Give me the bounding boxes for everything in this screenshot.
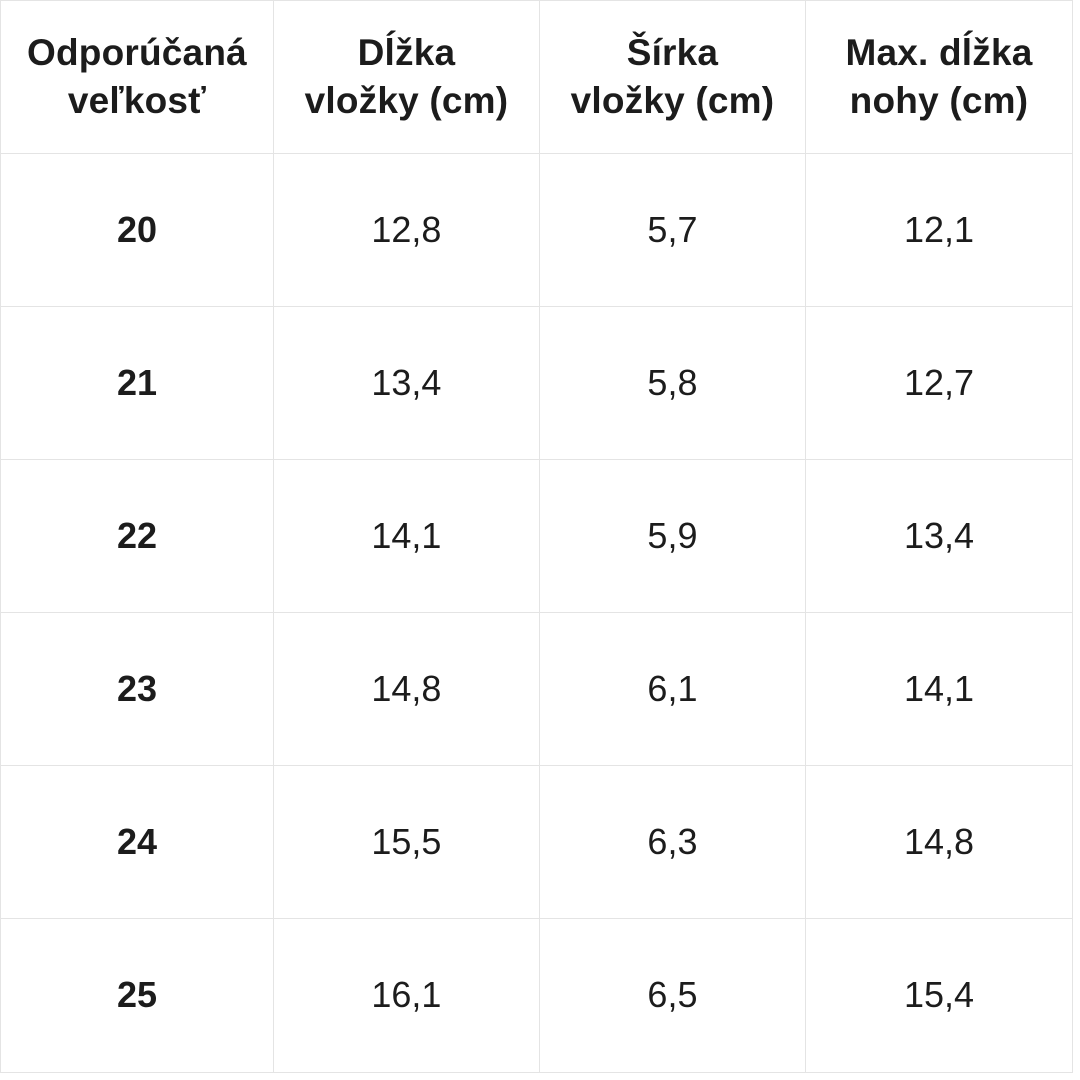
size-cell: 20 (1, 154, 274, 307)
size-cell: 24 (1, 766, 274, 919)
insole-length-cell: 12,8 (273, 154, 540, 307)
insole-length-cell: 16,1 (273, 919, 540, 1072)
header-insole-length: Dĺžka vložky (cm) (273, 1, 540, 154)
insole-length-cell: 15,5 (273, 766, 540, 919)
insole-width-cell: 5,7 (539, 154, 806, 307)
header-insole-width: Šírka vložky (cm) (539, 1, 806, 154)
size-cell: 21 (1, 307, 274, 460)
size-cell: 23 (1, 613, 274, 766)
insole-length-cell: 13,4 (273, 307, 540, 460)
insole-width-cell: 5,8 (539, 307, 806, 460)
max-foot-length-cell: 12,1 (805, 154, 1072, 307)
max-foot-length-cell: 15,4 (805, 919, 1072, 1072)
header-recommended-size: Odporúčaná veľkosť (1, 1, 274, 154)
max-foot-length-cell: 14,8 (805, 766, 1072, 919)
max-foot-length-cell: 13,4 (805, 460, 1072, 613)
size-cell: 22 (1, 460, 274, 613)
size-cell: 25 (1, 919, 274, 1072)
insole-width-cell: 5,9 (539, 460, 806, 613)
insole-length-cell: 14,8 (273, 613, 540, 766)
insole-width-cell: 6,1 (539, 613, 806, 766)
max-foot-length-cell: 14,1 (805, 613, 1072, 766)
insole-length-cell: 14,1 (273, 460, 540, 613)
header-max-foot-length: Max. dĺžka nohy (cm) (805, 1, 1072, 154)
insole-width-cell: 6,5 (539, 919, 806, 1072)
max-foot-length-cell: 12,7 (805, 307, 1072, 460)
insole-width-cell: 6,3 (539, 766, 806, 919)
